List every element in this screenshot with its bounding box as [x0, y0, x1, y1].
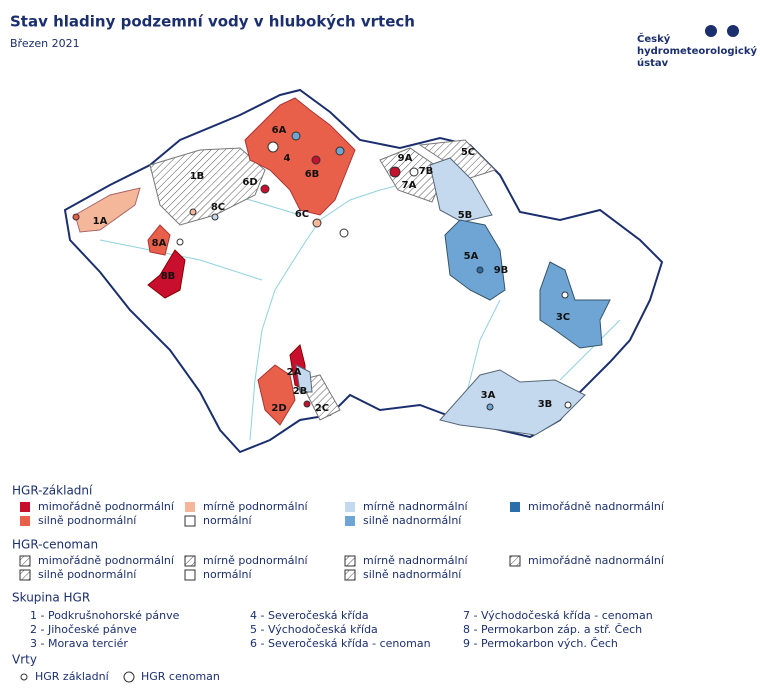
group-item: 5 - Východočeská křída — [250, 623, 378, 636]
region-label: 1A — [93, 216, 108, 227]
legend-item: mírně podnormální — [203, 554, 309, 567]
region-label: 2A — [287, 367, 302, 378]
region-label: 5B — [458, 210, 473, 221]
title: Stav hladiny podzemní vody v hlubokých v… — [10, 13, 415, 31]
region-label: 4 — [284, 153, 291, 164]
logo-line: ústav — [637, 57, 669, 69]
legend-item: silně nadnormální — [363, 514, 462, 527]
legend-title: Vrty — [12, 653, 37, 667]
legend-groups: 1 - Podkrušnohorské pánve 2 - Jihočeské … — [30, 609, 653, 650]
legend-title: Skupina HGR — [12, 591, 90, 605]
region-label: 3C — [556, 312, 570, 323]
logo: Český hydrometeorologický ústav — [637, 25, 757, 69]
map: 6A 4 6B 6D 6C 1B 8C 1A 8A 8B 9A 7B 5C 7A… — [63, 88, 664, 454]
legend-title: HGR-cenoman — [12, 538, 98, 552]
logo-line: hydrometeorologický — [637, 45, 757, 57]
group-item: 8 - Permokarbon záp. a stř. Čech — [463, 623, 642, 636]
legend-title: HGR-základní — [12, 484, 93, 498]
wells — [72, 131, 572, 411]
legend-cenoman: mimořádně podnormální mírně podnormální … — [19, 554, 665, 581]
legend-wells: HGR základní HGR cenoman — [20, 670, 220, 683]
region-label: 2D — [271, 403, 286, 414]
region-label: 2C — [315, 403, 329, 414]
region-label: 6B — [305, 169, 320, 180]
group-item: 3 - Morava terciér — [30, 637, 128, 650]
legend-item: mimořádně nadnormální — [528, 554, 665, 567]
legend-item: mimořádně podnormální — [38, 554, 175, 567]
legend-item: mírně nadnormální — [363, 500, 469, 513]
group-item: 4 - Severočeská křída — [250, 609, 369, 622]
legend-basic: mimořádně podnormální mírně podnormální … — [20, 500, 665, 527]
group-item: 7 - Východočeská křída - cenoman — [463, 609, 653, 622]
legend-item: silně nadnormální — [363, 568, 462, 581]
legend-item: silně podnormální — [38, 514, 137, 527]
legend-item: normální — [203, 568, 253, 581]
region-label: 6A — [272, 125, 287, 136]
region-label: 8B — [161, 271, 176, 282]
region-label: 9B — [494, 265, 509, 276]
region-label: 6C — [295, 209, 309, 220]
well-item: HGR cenoman — [141, 670, 220, 683]
legend: HGR-základní mimořádně podnormální mírně… — [12, 484, 665, 684]
region-labels: 6A 4 6B 6D 6C 1B 8C 1A 8A 8B 9A 7B 5C 7A… — [93, 125, 571, 414]
region-label: 1B — [190, 171, 205, 182]
region-label: 5A — [464, 251, 479, 262]
region-label: 7B — [419, 166, 434, 177]
region-label: 8A — [152, 238, 167, 249]
region-label: 3A — [481, 390, 496, 401]
legend-item: mírně podnormální — [203, 500, 309, 513]
region-label: 6D — [242, 177, 257, 188]
logo-line: Český — [637, 32, 671, 45]
legend-item: mírně nadnormální — [363, 554, 469, 567]
group-item: 2 - Jihočeské pánve — [30, 623, 137, 636]
group-item: 6 - Severočeská křída - cenoman — [250, 637, 431, 650]
region-label: 8C — [211, 202, 225, 213]
subtitle: Březen 2021 — [10, 37, 80, 50]
legend-item: mimořádně podnormální — [38, 500, 175, 513]
legend-item: normální — [203, 514, 253, 527]
region-label: 7A — [402, 180, 417, 191]
region-label: 3B — [538, 399, 553, 410]
group-item: 9 - Permokarbon vých. Čech — [463, 637, 618, 650]
region-label: 5C — [461, 147, 475, 158]
region-label: 9A — [398, 153, 413, 164]
well-item: HGR základní — [35, 670, 110, 683]
legend-item: silně podnormální — [38, 568, 137, 581]
region-label: 2B — [293, 386, 308, 397]
group-item: 1 - Podkrušnohorské pánve — [30, 609, 180, 622]
legend-item: mimořádně nadnormální — [528, 500, 665, 513]
